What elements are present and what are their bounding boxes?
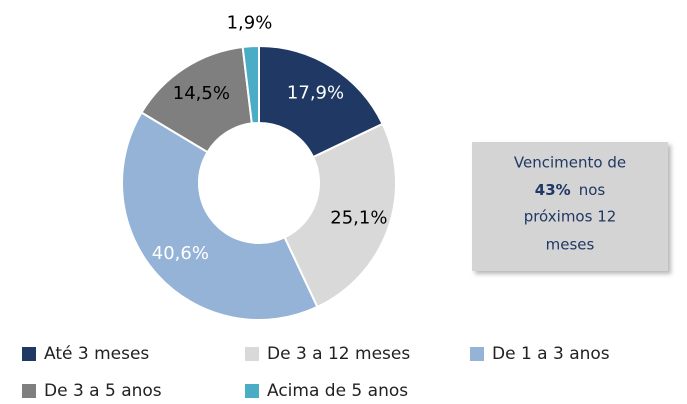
legend-swatch <box>470 347 484 361</box>
legend-swatch <box>245 384 259 398</box>
legend-swatch <box>245 347 259 361</box>
annotation-highlight: 43% <box>535 181 571 199</box>
slice <box>258 44 384 159</box>
slice <box>283 122 397 309</box>
legend-label: De 3 a 5 anos <box>44 381 162 401</box>
annotation-line: meses <box>546 236 595 254</box>
annotation-line: 43% nos <box>535 181 606 199</box>
annotation-box <box>472 142 668 271</box>
legend-label: De 3 a 12 meses <box>267 344 410 364</box>
annotation-text: nos <box>579 181 606 199</box>
legend-swatch <box>22 384 36 398</box>
data-label: 14,5% <box>173 83 230 104</box>
legend-label: Acima de 5 anos <box>267 381 408 401</box>
data-label: 40,6% <box>152 243 209 264</box>
data-label: 25,1% <box>330 208 387 229</box>
legend-label: De 1 a 3 anos <box>492 344 610 364</box>
legend-label: Até 3 meses <box>44 344 149 364</box>
slice <box>241 44 260 125</box>
slice <box>121 111 319 321</box>
annotation-line: próximos 12 <box>524 208 617 226</box>
legend-swatch <box>22 347 36 361</box>
data-label: 17,9% <box>287 82 344 103</box>
annotation-line: Vencimento de <box>514 154 626 172</box>
data-label: 1,9% <box>227 12 273 33</box>
